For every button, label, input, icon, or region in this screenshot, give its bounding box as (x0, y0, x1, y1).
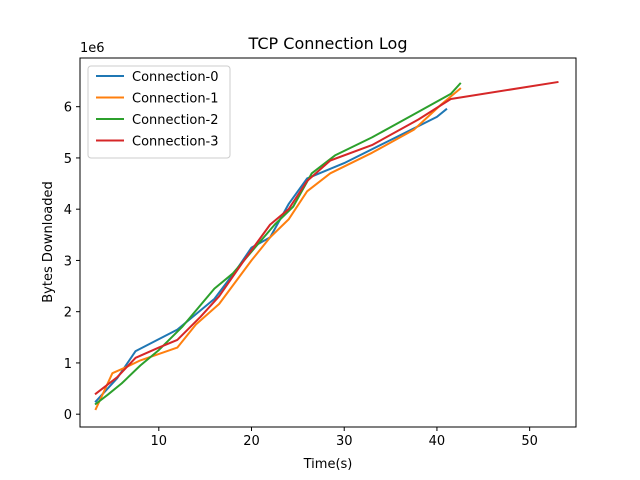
series-line-connection-2 (94, 82, 462, 406)
series-line-connection-1 (94, 87, 462, 411)
legend-label-connection-0: Connection-0 (132, 70, 219, 85)
y-tick-label: 3 (64, 254, 72, 269)
y-tick-label: 1 (64, 357, 72, 372)
legend: Connection-0 Connection-1 Connection-2 Conn… (87, 65, 231, 159)
series-line-connection-0 (94, 107, 448, 403)
legend-label-connection-2: Connection-2 (132, 113, 219, 128)
series-line-connection-3 (94, 80, 559, 396)
legend-label-connection-1: Connection-1 (132, 92, 219, 107)
legend-box (87, 65, 231, 159)
y-tick-label: 5 (64, 152, 72, 167)
axes-frame (79, 57, 577, 428)
x-tick-label: 40 (429, 434, 446, 449)
x-tick-label: 10 (151, 434, 168, 449)
y-tick-label: 6 (64, 101, 72, 116)
y-tick-label: 2 (64, 306, 72, 321)
y-tick-label: 4 (64, 203, 72, 218)
y-axis-label: Bytes Downloaded (41, 181, 56, 302)
x-axis-label: Time(s) (303, 457, 353, 472)
y-tick-label: 0 (64, 408, 72, 423)
chart-title: TCP Connection Log (248, 34, 408, 53)
plot-area: 10 20 30 40 50 0 1 2 3 4 5 6 (64, 80, 559, 449)
legend-label-connection-3: Connection-3 (132, 135, 219, 150)
y-offset-label: 1e6 (80, 41, 105, 56)
x-tick-label: 50 (521, 434, 538, 449)
x-tick-label: 20 (243, 434, 260, 449)
x-tick-label: 30 (336, 434, 353, 449)
